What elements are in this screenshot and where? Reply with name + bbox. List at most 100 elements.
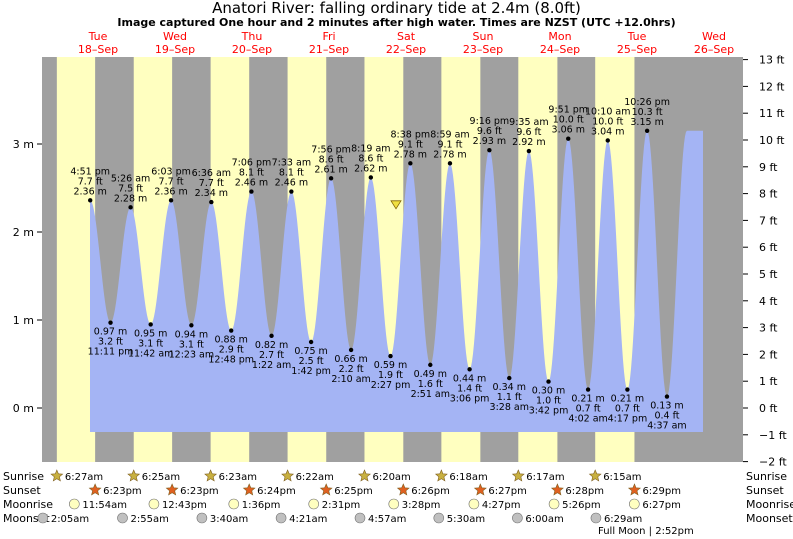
day-date: 26–Sep — [694, 43, 734, 56]
moonrise-time: 5:26pm — [562, 500, 601, 511]
tide-point — [625, 387, 630, 392]
sunset-time: 6:28pm — [565, 486, 604, 497]
moonrise-time: 11:54am — [82, 500, 127, 511]
row-label-right: Moonrise — [746, 498, 793, 511]
star-icon — [434, 469, 448, 482]
tide-label: 8:59 am — [430, 129, 469, 140]
tide-point — [189, 323, 194, 328]
left-tick-label: 1 m — [13, 314, 34, 327]
star-icon — [358, 469, 371, 482]
tide-label: 1:22 am — [252, 360, 291, 371]
tide-label: 2.36 m — [73, 186, 106, 197]
moonset-time: 6:29am — [604, 514, 642, 525]
left-tick-label: 2 m — [13, 226, 34, 239]
sunset-time: 6:27pm — [488, 486, 527, 497]
tide-label: 3.1 ft — [138, 338, 163, 349]
row-label-left: Sunset — [3, 484, 41, 497]
moonset-time: 2:55am — [131, 514, 169, 525]
day-name: Thu — [241, 30, 263, 43]
moonset-icon — [37, 512, 49, 524]
tide-label: 0.21 m — [611, 394, 644, 405]
tide-label: 2.7 ft — [259, 350, 284, 361]
right-tick-label: −2 ft — [759, 456, 787, 469]
right-tick-label: 4 ft — [759, 295, 778, 308]
sunset-time: 6:24pm — [257, 486, 296, 497]
tide-label: 7.7 ft — [159, 176, 184, 187]
day-name: Wed — [702, 30, 726, 43]
star-icon — [127, 469, 141, 482]
moonrise-icon — [308, 498, 320, 510]
tide-label: 7.5 ft — [118, 183, 143, 194]
tide-label: 1.6 ft — [418, 379, 443, 390]
right-tick-label: 5 ft — [759, 268, 778, 281]
row-label-right: Sunrise — [746, 470, 787, 483]
tide-label: 8:38 pm — [391, 129, 431, 140]
tide-label: 1.0 ft — [536, 396, 561, 407]
tide-label: 2.46 m — [235, 178, 268, 189]
tide-label: 2.78 m — [394, 149, 427, 160]
day-date: 25–Sep — [617, 43, 657, 56]
tide-point — [546, 379, 551, 384]
moonrise-icon — [629, 498, 640, 510]
moonset-time: 4:21am — [289, 514, 327, 525]
moonrise-time: 4:27pm — [482, 500, 521, 511]
day-labels: Tue18–SepWed19–SepThu20–SepFri21–SepSat2… — [78, 30, 734, 56]
day-date: 20–Sep — [232, 43, 272, 56]
tide-label: 2.78 m — [433, 149, 466, 160]
tide-point — [605, 138, 610, 143]
tide-label: 7:06 pm — [232, 158, 272, 169]
tide-label: 5:26 am — [111, 173, 150, 184]
right-tick-label: 8 ft — [759, 188, 778, 201]
moonset-icon — [512, 512, 523, 524]
star-icon — [473, 483, 487, 496]
day-date: 24–Sep — [540, 43, 580, 56]
tide-point — [408, 161, 413, 166]
tide-point — [467, 367, 472, 372]
left-tick-label: 0 m — [13, 402, 34, 415]
tide-label: 0.49 m — [414, 369, 447, 380]
tide-label: 12:23 am — [169, 349, 214, 360]
tide-curve — [90, 130, 703, 433]
tide-point — [209, 199, 214, 205]
tide-label: 1.4 ft — [457, 383, 482, 394]
tide-label: 12:48 pm — [208, 355, 254, 366]
tide-point — [388, 353, 393, 359]
tide-point — [585, 387, 591, 392]
moonset-icon — [275, 512, 287, 524]
tide-point — [487, 147, 492, 153]
sunrise-time: 6:20am — [372, 472, 410, 483]
tide-point — [108, 320, 113, 325]
tide-label: 0.30 m — [532, 386, 565, 397]
tide-label: 8.6 ft — [358, 153, 383, 164]
sunset-time: 6:23pm — [180, 486, 219, 497]
tide-label: 0.7 ft — [615, 404, 640, 415]
tide-point — [308, 339, 314, 345]
tide-point — [644, 128, 650, 133]
axes: 0 m 1 m 2 m 3 m −2 ft −1 ft 0 ft 1 ft 2 ft 3 ft 4 … — [13, 54, 788, 469]
star-icon — [204, 469, 218, 482]
tide-label: 0.95 m — [134, 328, 167, 339]
star-icon — [511, 469, 525, 482]
tide-label: 2.28 m — [114, 193, 147, 204]
tide-point — [249, 189, 254, 194]
right-tick-label: 12 ft — [759, 80, 785, 93]
right-tick-label: 1 ft — [759, 375, 778, 388]
sunrise-time: 6:22am — [296, 472, 334, 483]
day-name: Tue — [88, 30, 108, 43]
tide-label: 10.0 ft — [553, 115, 584, 126]
tide-label: 8.1 ft — [239, 168, 264, 179]
moonset-icon — [196, 512, 208, 524]
tide-label: 0.75 m — [294, 346, 327, 357]
tide-label: 7.7 ft — [199, 178, 224, 189]
tide-label: 0.34 m — [493, 382, 526, 393]
tide-point — [229, 328, 234, 333]
moonset-time: 6:00am — [525, 514, 563, 525]
day-name: Tue — [627, 30, 647, 43]
moonrise-icon — [148, 498, 160, 510]
tide-label: 3.06 m — [552, 125, 585, 136]
row-label-left: Sunrise — [3, 470, 44, 483]
tide-point — [269, 333, 274, 339]
tide-label: 4:17 pm — [608, 414, 648, 425]
